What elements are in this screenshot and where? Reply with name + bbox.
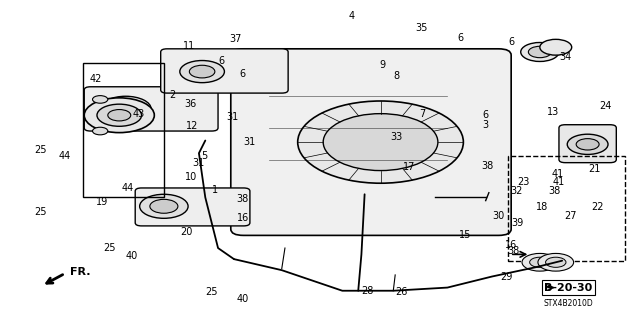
Text: 13: 13 bbox=[547, 107, 559, 117]
Text: 6: 6 bbox=[457, 33, 463, 43]
Circle shape bbox=[110, 101, 141, 116]
Circle shape bbox=[538, 253, 573, 271]
Text: 34: 34 bbox=[559, 52, 572, 62]
Text: 24: 24 bbox=[599, 101, 612, 111]
Circle shape bbox=[529, 46, 551, 58]
Circle shape bbox=[189, 65, 215, 78]
Circle shape bbox=[93, 127, 108, 135]
Circle shape bbox=[323, 114, 438, 171]
Text: 3: 3 bbox=[483, 120, 489, 130]
Text: 6: 6 bbox=[508, 38, 514, 48]
Text: 16: 16 bbox=[237, 213, 250, 223]
Text: 6: 6 bbox=[483, 110, 489, 120]
Bar bbox=[508, 156, 625, 261]
Text: 38: 38 bbox=[507, 246, 519, 256]
Text: FR.: FR. bbox=[70, 267, 90, 277]
Text: 31: 31 bbox=[227, 112, 239, 122]
Text: 21: 21 bbox=[588, 164, 600, 174]
Bar bbox=[83, 63, 164, 197]
Circle shape bbox=[84, 98, 154, 133]
FancyBboxPatch shape bbox=[135, 188, 250, 226]
Text: 22: 22 bbox=[591, 202, 604, 212]
Text: 16: 16 bbox=[505, 240, 517, 250]
Text: 42: 42 bbox=[90, 74, 102, 84]
Text: 9: 9 bbox=[380, 60, 385, 70]
Text: 15: 15 bbox=[459, 230, 472, 241]
Text: 43: 43 bbox=[132, 109, 145, 119]
Text: 38: 38 bbox=[548, 186, 561, 196]
FancyBboxPatch shape bbox=[559, 125, 616, 163]
Circle shape bbox=[140, 194, 188, 218]
Circle shape bbox=[93, 96, 108, 103]
Circle shape bbox=[522, 253, 557, 271]
Text: B-20-30: B-20-30 bbox=[545, 283, 593, 293]
Text: 20: 20 bbox=[180, 227, 193, 237]
Text: 11: 11 bbox=[183, 41, 195, 51]
Circle shape bbox=[576, 139, 599, 150]
Text: 40: 40 bbox=[126, 251, 138, 261]
Text: 35: 35 bbox=[416, 23, 428, 33]
Text: 39: 39 bbox=[511, 218, 524, 228]
Text: 38: 38 bbox=[481, 161, 493, 171]
Text: 31: 31 bbox=[244, 137, 256, 147]
Text: 44: 44 bbox=[122, 183, 134, 193]
Circle shape bbox=[521, 42, 559, 62]
Text: 6: 6 bbox=[218, 56, 224, 66]
Text: 26: 26 bbox=[396, 287, 408, 297]
Text: 6: 6 bbox=[239, 69, 245, 79]
Text: 37: 37 bbox=[230, 34, 242, 44]
Text: 19: 19 bbox=[96, 197, 108, 207]
Text: 18: 18 bbox=[536, 202, 548, 212]
Text: 17: 17 bbox=[403, 162, 415, 172]
Text: 33: 33 bbox=[390, 132, 403, 142]
Text: 25: 25 bbox=[35, 145, 47, 155]
Text: 40: 40 bbox=[236, 293, 248, 304]
Text: 41: 41 bbox=[552, 169, 564, 179]
Circle shape bbox=[97, 104, 141, 126]
Text: 23: 23 bbox=[518, 177, 530, 187]
Text: 25: 25 bbox=[104, 243, 116, 253]
Text: 2: 2 bbox=[169, 90, 175, 100]
Circle shape bbox=[108, 109, 131, 121]
Text: 28: 28 bbox=[362, 286, 374, 296]
FancyBboxPatch shape bbox=[161, 49, 288, 93]
Text: 8: 8 bbox=[394, 71, 399, 81]
Circle shape bbox=[298, 101, 463, 183]
Circle shape bbox=[150, 199, 178, 213]
Circle shape bbox=[530, 257, 550, 267]
Text: 1: 1 bbox=[212, 184, 218, 195]
Text: 44: 44 bbox=[59, 151, 71, 161]
Text: 10: 10 bbox=[185, 172, 197, 182]
Text: 5: 5 bbox=[201, 151, 207, 161]
Text: 25: 25 bbox=[205, 287, 218, 297]
Text: 32: 32 bbox=[510, 186, 522, 196]
FancyBboxPatch shape bbox=[84, 87, 218, 131]
Text: 7: 7 bbox=[419, 109, 425, 119]
Text: 29: 29 bbox=[500, 271, 513, 281]
Text: STX4B2010D: STX4B2010D bbox=[543, 299, 593, 308]
Text: 31: 31 bbox=[193, 158, 205, 168]
Text: 4: 4 bbox=[349, 11, 355, 21]
FancyBboxPatch shape bbox=[231, 49, 511, 235]
Text: 27: 27 bbox=[564, 211, 577, 221]
Text: 38: 38 bbox=[236, 194, 248, 204]
Text: 25: 25 bbox=[35, 207, 47, 217]
Text: 12: 12 bbox=[186, 121, 199, 131]
Circle shape bbox=[540, 39, 572, 55]
Text: 36: 36 bbox=[184, 99, 196, 109]
Circle shape bbox=[100, 96, 151, 122]
Circle shape bbox=[545, 257, 566, 267]
Circle shape bbox=[567, 134, 608, 154]
Circle shape bbox=[180, 61, 225, 83]
Text: 41: 41 bbox=[553, 177, 565, 187]
Text: 30: 30 bbox=[492, 211, 504, 221]
